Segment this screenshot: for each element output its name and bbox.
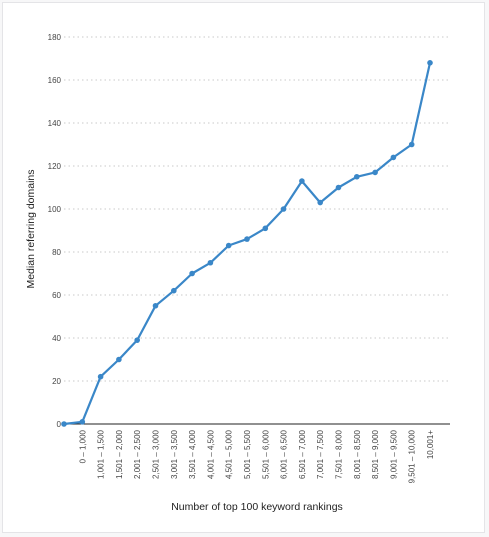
data-point <box>189 270 195 277</box>
data-point <box>262 225 269 232</box>
x-tick-label: 6,001 – 6,500 <box>280 429 289 478</box>
y-tick-label: 40 <box>52 334 61 343</box>
data-point <box>335 184 342 191</box>
data-point <box>225 242 232 249</box>
x-tick-label: 8,501 – 9,000 <box>371 429 380 478</box>
x-tick-label: 6,501 – 7,000 <box>298 429 307 478</box>
data-point <box>116 356 122 363</box>
x-tick-label: 10,001+ <box>426 430 435 459</box>
y-tick-label: 160 <box>48 76 62 85</box>
y-axis-title: Median referring domains <box>25 169 37 288</box>
data-point <box>408 141 415 148</box>
data-point <box>299 178 305 184</box>
data-point <box>134 337 140 343</box>
data-point <box>61 421 67 427</box>
data-point <box>79 419 86 425</box>
x-tick-label: 8,001 – 8,500 <box>353 429 362 478</box>
x-axis-title: Number of top 100 keyword rankings <box>171 501 343 513</box>
y-tick-label: 140 <box>48 119 62 128</box>
y-tick-label: 80 <box>52 248 61 257</box>
x-tick-label: 7,001 – 7,500 <box>316 429 325 478</box>
data-point <box>171 287 177 294</box>
x-tick-label: 2,001 – 2,500 <box>133 429 142 478</box>
data-point <box>97 373 104 380</box>
y-tick-label: 0 <box>57 420 62 429</box>
x-tick-label: 2,501 – 3,000 <box>152 429 161 478</box>
y-tick-label: 20 <box>52 377 61 386</box>
x-tick-label: 5,501 – 6,000 <box>261 429 270 478</box>
x-tick-label: 4,501 – 5,000 <box>225 429 234 478</box>
y-axis-ticks: 0 20 40 60 80 100 120 140 160 180 <box>48 33 62 429</box>
y-tick-label: 100 <box>48 205 62 214</box>
data-point <box>372 169 378 176</box>
data-point <box>317 199 324 206</box>
series-line <box>63 62 432 426</box>
x-tick-label: 7,501 – 8,000 <box>335 429 344 478</box>
x-tick-label: 3,501 – 4,000 <box>188 429 197 478</box>
series-points <box>61 60 433 427</box>
data-point <box>244 236 250 242</box>
y-tick-label: 180 <box>48 33 62 42</box>
x-tick-label: 5,001 – 5,500 <box>243 429 252 478</box>
data-point <box>390 154 397 161</box>
data-point <box>427 60 433 66</box>
data-point <box>152 302 159 309</box>
y-tick-label: 60 <box>52 291 61 300</box>
x-tick-label: 9,001 – 9,500 <box>389 429 398 478</box>
x-tick-label: 1,501 – 2,000 <box>115 429 124 478</box>
data-point <box>207 259 214 266</box>
x-tick-label: 3,001 – 3,500 <box>170 429 179 478</box>
x-tick-label: 4,001 – 4,500 <box>206 429 215 478</box>
data-point <box>354 173 360 180</box>
x-axis-ticks: 0 – 1,000 1,001 – 1,500 1,501 – 2,000 2,001… <box>78 429 435 483</box>
x-tick-label: 1,001 – 1,500 <box>97 429 106 478</box>
y-tick-label: 120 <box>48 162 62 171</box>
grid-lines <box>64 36 450 382</box>
x-tick-label: 0 – 1,000 <box>78 429 87 463</box>
x-tick-label: 9,501 – 10,000 <box>408 429 417 483</box>
data-point <box>280 206 287 212</box>
chart-panel <box>2 2 485 533</box>
